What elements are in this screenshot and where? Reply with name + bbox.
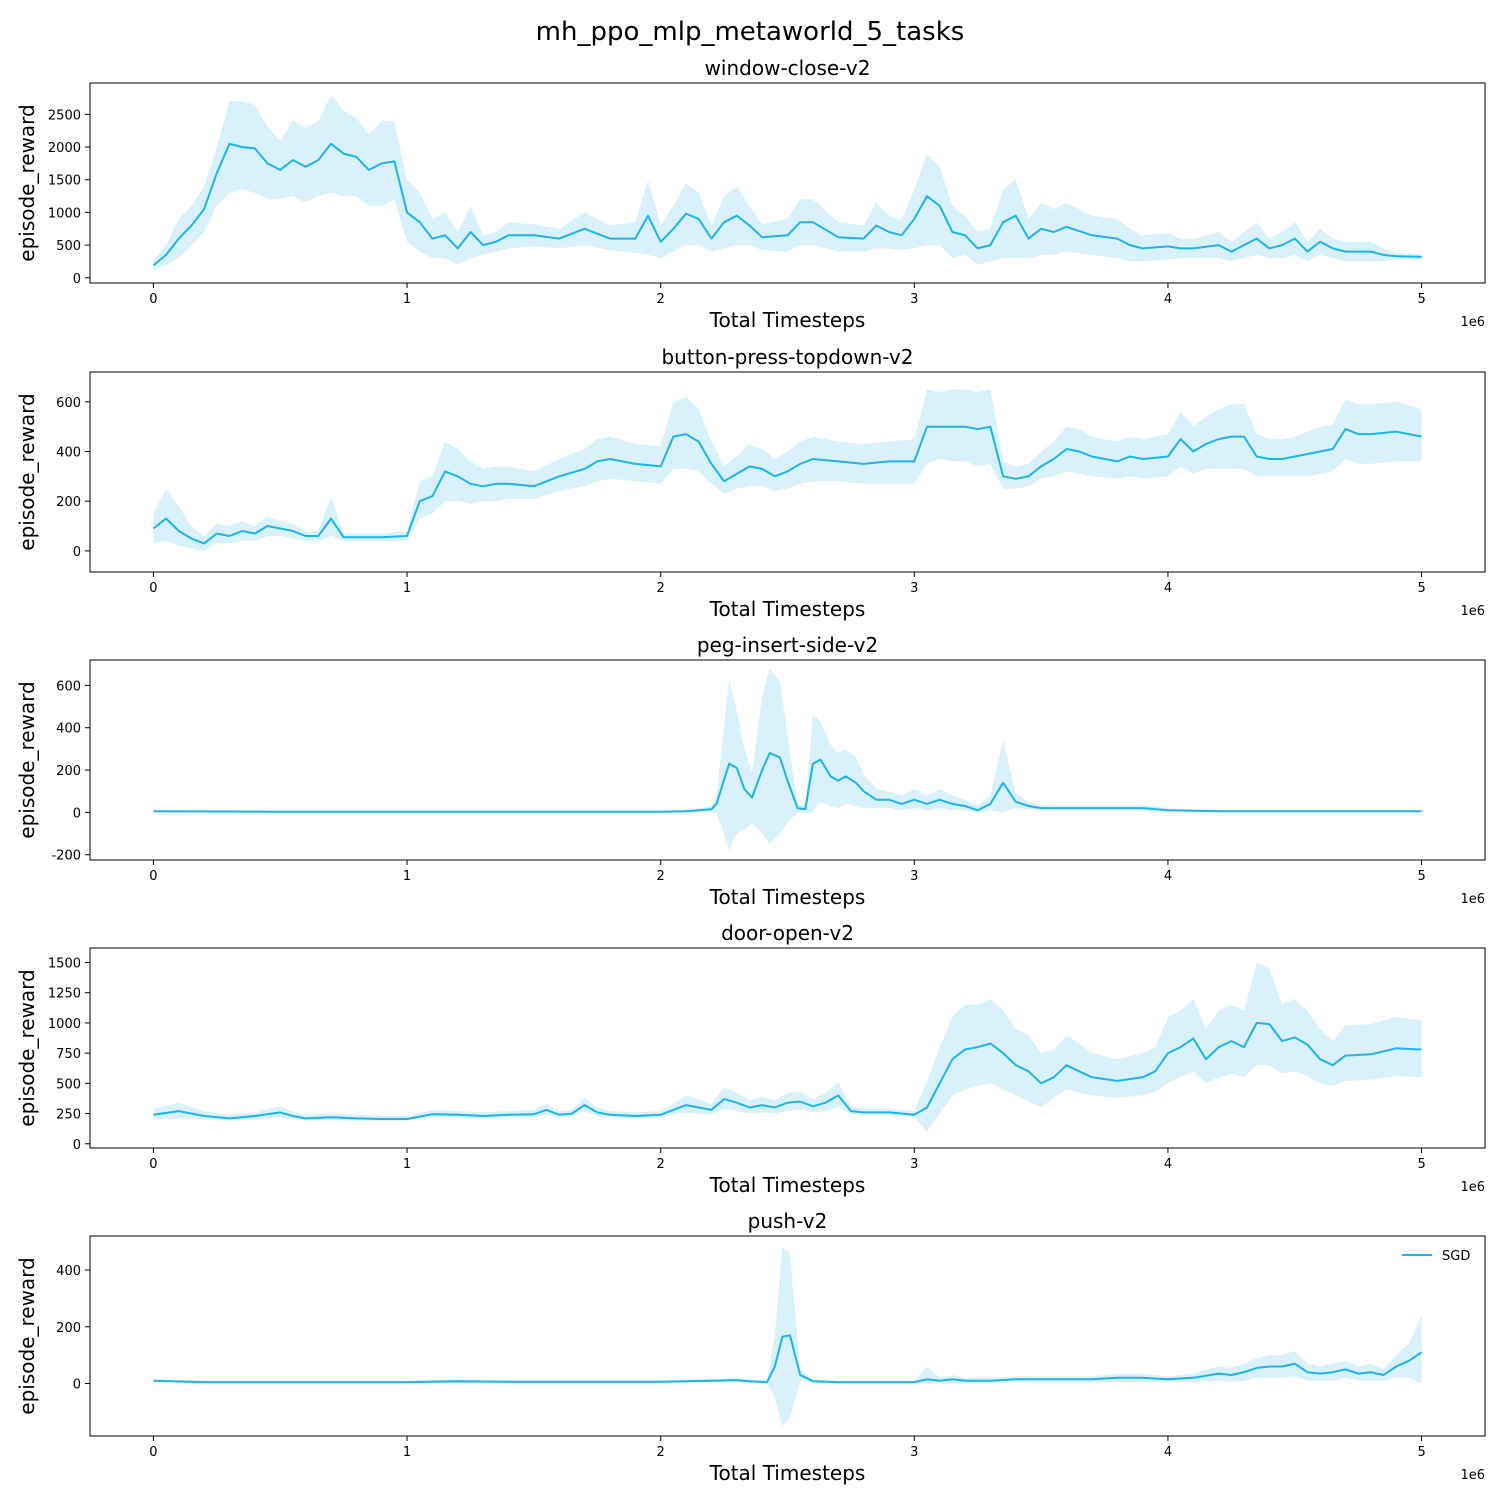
y-axis-label: episode_reward — [15, 1257, 39, 1414]
axes-frame — [89, 1235, 1486, 1437]
x-tick-label: 0 — [149, 1157, 157, 1172]
x-tick-label: 4 — [1164, 1445, 1172, 1460]
legend: SGD — [1402, 1249, 1470, 1264]
y-tick-label: 750 — [56, 1047, 81, 1062]
x-tick-label: 1 — [403, 292, 411, 307]
series-line-SGD — [153, 1021, 1422, 1120]
x-offset-text: 1e6 — [1460, 315, 1485, 330]
y-axis-label: episode_reward — [15, 393, 39, 550]
x-tick-label: 0 — [149, 292, 157, 307]
x-tick-label: 3 — [910, 1157, 918, 1172]
x-offset-text: 1e6 — [1460, 604, 1485, 619]
y-tick-label: 1500 — [48, 174, 81, 189]
y-tick-label: 0 — [73, 272, 81, 287]
x-tick-label: 5 — [1417, 869, 1425, 884]
x-tick-label: 3 — [910, 581, 918, 596]
axes-frame — [89, 947, 1486, 1149]
y-tick-label: 1000 — [48, 206, 81, 221]
x-offset-text: 1e6 — [1460, 892, 1485, 907]
x-tick-label: 2 — [657, 1445, 665, 1460]
legend-label: SGD — [1442, 1249, 1470, 1264]
y-tick-label: 500 — [56, 1077, 81, 1092]
x-tick-label: 1 — [403, 1445, 411, 1460]
x-tick-label: 2 — [657, 869, 665, 884]
x-tick-label: 5 — [1417, 581, 1425, 596]
y-tick-label: 400 — [56, 1264, 81, 1279]
y-tick-label: 0 — [73, 1138, 81, 1153]
y-tick-label: 400 — [56, 446, 81, 461]
x-tick-label: 4 — [1164, 581, 1172, 596]
x-tick-label: 0 — [149, 869, 157, 884]
x-tick-label: 1 — [403, 1157, 411, 1172]
x-axis-label: Total Timesteps — [709, 308, 866, 332]
subplot-peg-insert-side-v2: 0 1 2 3 4 5 -200 0 200 400 600 1e6 peg-insert-side-v… — [15, 633, 1486, 909]
x-tick-label: 1 — [403, 869, 411, 884]
x-tick-label: 3 — [910, 292, 918, 307]
y-tick-label: 0 — [73, 1378, 81, 1393]
x-tick-label: 4 — [1164, 292, 1172, 307]
y-tick-label: 2500 — [48, 108, 81, 123]
subplot-title: door-open-v2 — [721, 921, 854, 945]
x-tick-label: 4 — [1164, 869, 1172, 884]
axes-frame — [89, 371, 1486, 573]
subplot-title: window-close-v2 — [705, 56, 871, 80]
x-axis-label: Total Timesteps — [709, 885, 866, 909]
confidence-band-SGD — [153, 668, 1422, 851]
x-tick-label: 1 — [403, 581, 411, 596]
y-tick-label: 2000 — [48, 141, 81, 156]
x-offset-text: 1e6 — [1460, 1180, 1485, 1195]
x-tick-label: 2 — [657, 581, 665, 596]
y-tick-label: 1500 — [48, 957, 81, 972]
figure-title: mh_ppo_mlp_metaworld_5_tasks — [536, 17, 965, 47]
y-tick-label: -200 — [51, 849, 81, 864]
y-tick-label: 0 — [73, 806, 81, 821]
x-tick-label: 3 — [910, 1445, 918, 1460]
x-axis-label: Total Timesteps — [709, 1173, 866, 1197]
series-line-SGD — [153, 752, 1422, 813]
series-line-SGD — [152, 142, 1422, 267]
x-tick-label: 3 — [910, 869, 918, 884]
confidence-band-SGD — [153, 94, 1422, 270]
confidence-band-SGD — [153, 962, 1422, 1132]
subplot-title: peg-insert-side-v2 — [697, 633, 878, 657]
x-tick-label: 0 — [149, 581, 157, 596]
y-axis-label: episode_reward — [15, 681, 39, 838]
series-line-SGD — [152, 425, 1422, 545]
subplot-title: push-v2 — [748, 1209, 828, 1233]
x-tick-label: 4 — [1164, 1157, 1172, 1172]
y-tick-label: 1250 — [48, 987, 81, 1002]
subplot-push-v2: 0 1 2 3 4 5 0 200 400 1e6 push-v2 Total Timesteps ep… — [15, 1209, 1486, 1485]
x-axis-label: Total Timesteps — [709, 597, 866, 621]
y-tick-label: 600 — [56, 396, 81, 411]
y-tick-label: 400 — [56, 722, 81, 737]
x-tick-label: 5 — [1417, 1445, 1425, 1460]
y-tick-label: 600 — [56, 679, 81, 694]
x-axis-label: Total Timesteps — [709, 1461, 866, 1485]
x-tick-label: 0 — [149, 1445, 157, 1460]
y-tick-label: 200 — [56, 495, 81, 510]
y-tick-label: 1000 — [48, 1017, 81, 1032]
y-tick-label: 250 — [56, 1108, 81, 1123]
y-axis-label: episode_reward — [15, 969, 39, 1126]
x-tick-label: 5 — [1417, 1157, 1425, 1172]
x-tick-label: 5 — [1417, 292, 1425, 307]
y-axis-label: episode_reward — [15, 104, 39, 261]
subplot-button-press-topdown-v2: 0 1 2 3 4 5 0 200 400 600 1e6 button-press-topdown-… — [15, 345, 1486, 621]
confidence-band-SGD — [153, 389, 1422, 551]
x-offset-text: 1e6 — [1460, 1468, 1485, 1483]
y-tick-label: 0 — [73, 545, 81, 560]
y-tick-label: 200 — [56, 764, 81, 779]
y-tick-label: 200 — [56, 1321, 81, 1336]
y-tick-label: 500 — [56, 239, 81, 254]
axes-frame — [89, 82, 1486, 284]
x-tick-label: 2 — [657, 1157, 665, 1172]
subplot-door-open-v2: 0 1 2 3 4 5 0 250 500 750 1000 1250 1500 1e6 door-open… — [15, 921, 1486, 1197]
x-tick-label: 2 — [657, 292, 665, 307]
subplot-title: button-press-topdown-v2 — [661, 345, 913, 369]
subplot-window-close-v2: 0 1 2 3 4 5 0 500 1000 1500 2000 2500 1e6 window-clos… — [15, 56, 1486, 332]
series-line-SGD — [153, 1334, 1423, 1384]
axes-frame — [89, 659, 1486, 861]
